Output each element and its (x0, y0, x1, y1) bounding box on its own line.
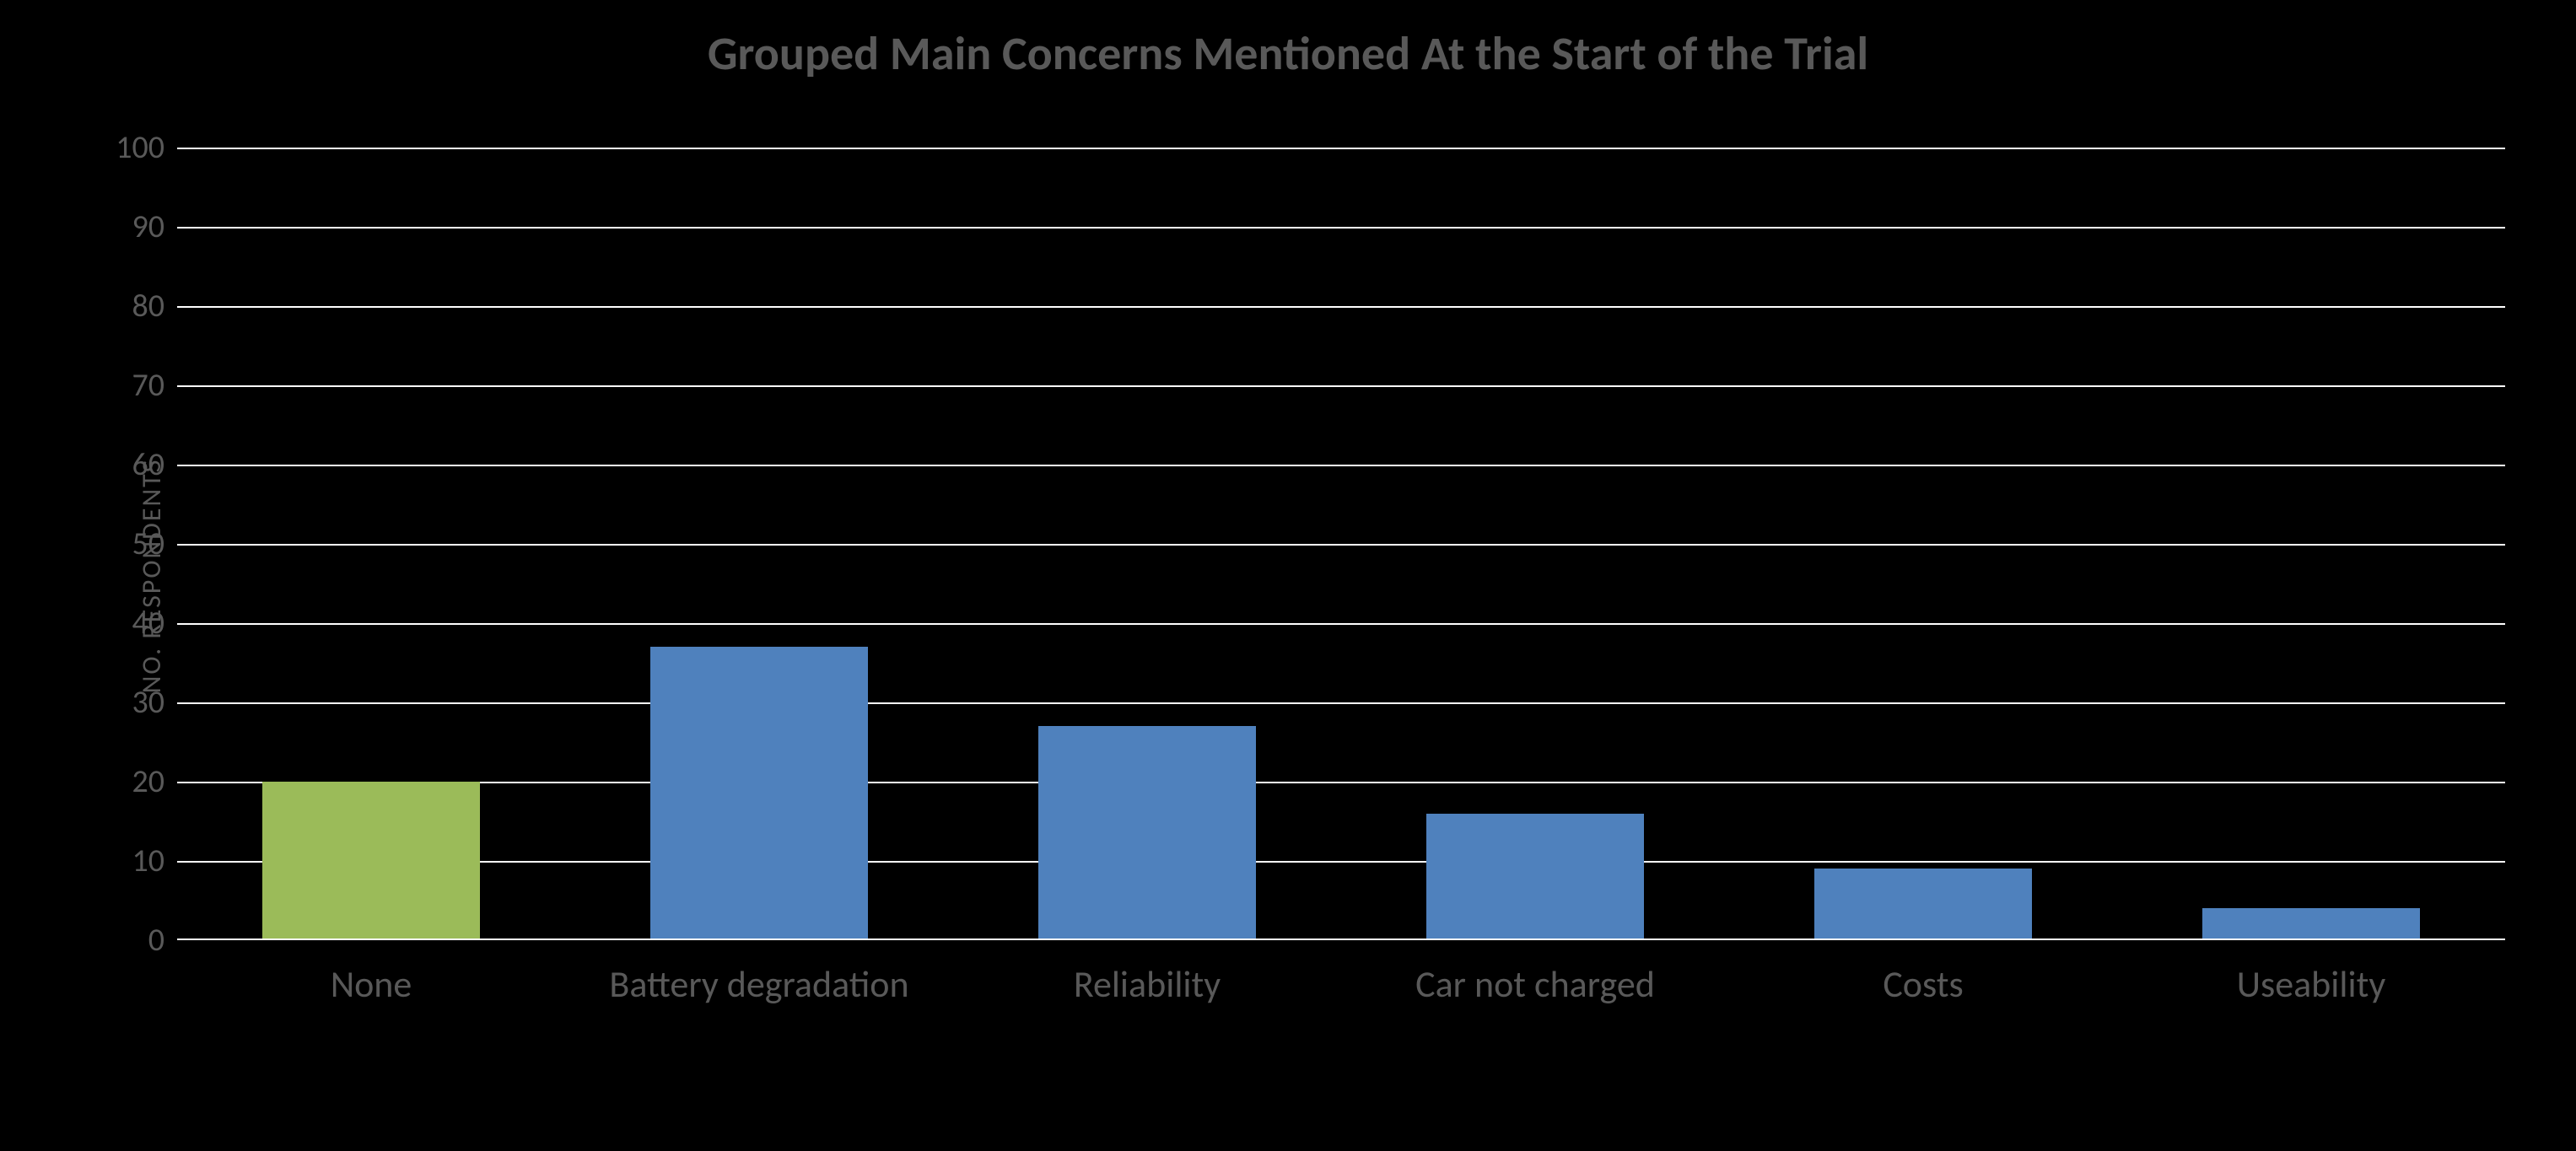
y-tick-label: 70 (80, 366, 164, 405)
x-tick-label: Reliability (1074, 961, 1221, 1007)
x-tick-label: Battery degradation (609, 961, 908, 1007)
bar (650, 647, 868, 940)
x-tick-label: None (331, 961, 412, 1007)
x-axis-line (177, 939, 2505, 940)
y-tick-label: 60 (80, 445, 164, 484)
chart-container: Grouped Main Concerns Mentioned At the S… (0, 0, 2576, 1151)
y-tick-label: 20 (80, 762, 164, 801)
bar (1814, 869, 2032, 940)
bar (2202, 908, 2420, 940)
y-tick-label: 0 (80, 921, 164, 960)
y-axis-title: NO. RESPONDENTS (135, 458, 168, 693)
y-tick-label: 80 (80, 287, 164, 325)
plot-area (177, 148, 2505, 940)
y-tick-label: 30 (80, 683, 164, 722)
y-tick-label: 50 (80, 524, 164, 563)
x-tick-label: Costs (1883, 961, 1963, 1007)
y-tick-label: 90 (80, 207, 164, 246)
y-tick-label: 40 (80, 604, 164, 643)
x-tick-label: Car not charged (1415, 961, 1655, 1007)
y-tick-label: 100 (80, 128, 164, 167)
chart-title: Grouped Main Concerns Mentioned At the S… (0, 25, 2576, 83)
bar (262, 782, 480, 940)
bar (1038, 726, 1256, 940)
x-tick-label: Useability (2237, 961, 2385, 1007)
y-tick-label: 10 (80, 842, 164, 880)
bar (1426, 814, 1644, 940)
bars-layer (177, 148, 2505, 940)
